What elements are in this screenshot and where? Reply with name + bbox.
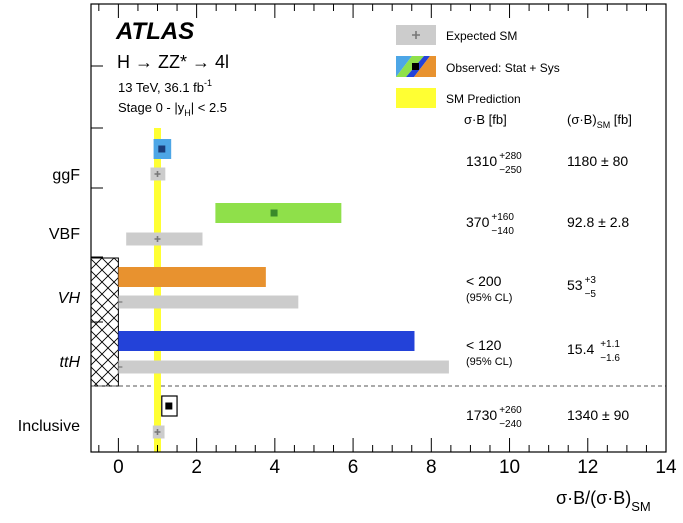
sm-value-vh: 53 — [567, 277, 583, 293]
category-label-vh: VH — [58, 290, 81, 307]
expected-marker-ggf — [154, 171, 161, 177]
category-label-tth: ttH — [60, 354, 81, 371]
legend-prediction-swatch — [396, 88, 436, 108]
energy-label: 13 TeV, 36.1 fb-1 — [118, 78, 212, 95]
legend-observed-marker — [412, 63, 419, 70]
xsec-down-inclusive: −240 — [499, 419, 522, 430]
xsec-value-inclusive: 1730 — [466, 407, 497, 423]
observed-bar-vbf — [215, 203, 342, 223]
expected-marker-vbf — [154, 236, 161, 242]
xsec-value-tth: < 120 — [466, 337, 502, 353]
x-tick-label: 2 — [191, 457, 202, 478]
column-header-sm: (σ·B)SM [fb] — [567, 112, 632, 130]
category-label-inclusive: Inclusive — [18, 418, 80, 435]
xsec-note-tth: (95% CL) — [466, 356, 512, 368]
expected-bar-vh — [118, 295, 299, 309]
legend-observed-label: Observed: Stat + Sys — [446, 61, 560, 75]
process-label: H → ZZ* → 4l — [117, 52, 229, 72]
observed-bar-vh — [118, 267, 266, 287]
observed-marker-ggf — [158, 145, 166, 153]
xsec-down-ggf: −250 — [499, 165, 522, 176]
category-label-ggf: ggF — [52, 167, 80, 184]
xsec-note-vh: (95% CL) — [466, 292, 512, 304]
x-tick-label: 8 — [426, 457, 437, 478]
x-axis-label: σ·B/(σ·B)SM — [556, 488, 651, 514]
atlas-title: ATLAS — [115, 18, 194, 45]
legend-expected-marker — [412, 31, 420, 39]
expected-bar-tth — [118, 360, 449, 374]
sm-value-vbf: 92.8 ± 2.8 — [567, 214, 629, 230]
x-tick-label: 6 — [348, 457, 359, 478]
x-tick-label: 12 — [577, 457, 598, 478]
xsec-down-vbf: −140 — [491, 226, 514, 237]
legend-observed-swatch-orange — [414, 56, 436, 77]
observed-bar-tth — [118, 331, 415, 351]
sm-value-ggf: 1180 ± 80 — [567, 153, 628, 169]
legend-expected-label: Expected SM — [446, 29, 517, 43]
xsec-up-inclusive: +260 — [499, 405, 522, 416]
x-tick-label: 10 — [499, 457, 520, 478]
xsec-value-ggf: 1310 — [466, 153, 497, 169]
expected-marker-inclusive — [154, 429, 161, 435]
category-label-vbf: VBF — [49, 226, 80, 243]
observed-marker-vbf — [270, 209, 278, 217]
plot-frame — [90, 3, 667, 453]
expected-bar-vbf — [126, 232, 203, 246]
x-tick-label: 0 — [113, 457, 124, 478]
stage-label: Stage 0 - |yH| < 2.5 — [118, 100, 227, 118]
sm-down-tth: −1.6 — [600, 353, 620, 364]
observed-marker-inclusive — [165, 402, 173, 410]
xsec-value-vbf: 370 — [466, 214, 490, 230]
sm-down-vh: −5 — [585, 289, 597, 300]
legend-prediction-label: SM Prediction — [446, 92, 521, 106]
sm-value-inclusive: 1340 ± 90 — [567, 407, 629, 423]
x-tick-label: 4 — [270, 457, 281, 478]
sm-up-vh: +3 — [585, 275, 597, 286]
sm-prediction-line — [153, 128, 161, 452]
xsec-value-vh: < 200 — [466, 273, 502, 289]
xsec-up-ggf: +280 — [499, 151, 522, 162]
x-tick-label: 14 — [655, 457, 677, 478]
sm-value-tth: 15.4 — [567, 341, 594, 357]
column-header-xsec: σ·B [fb] — [464, 112, 507, 127]
sm-up-tth: +1.1 — [600, 339, 620, 350]
legend-observed-swatch-green — [396, 56, 424, 77]
xsec-up-vbf: +160 — [491, 212, 514, 223]
